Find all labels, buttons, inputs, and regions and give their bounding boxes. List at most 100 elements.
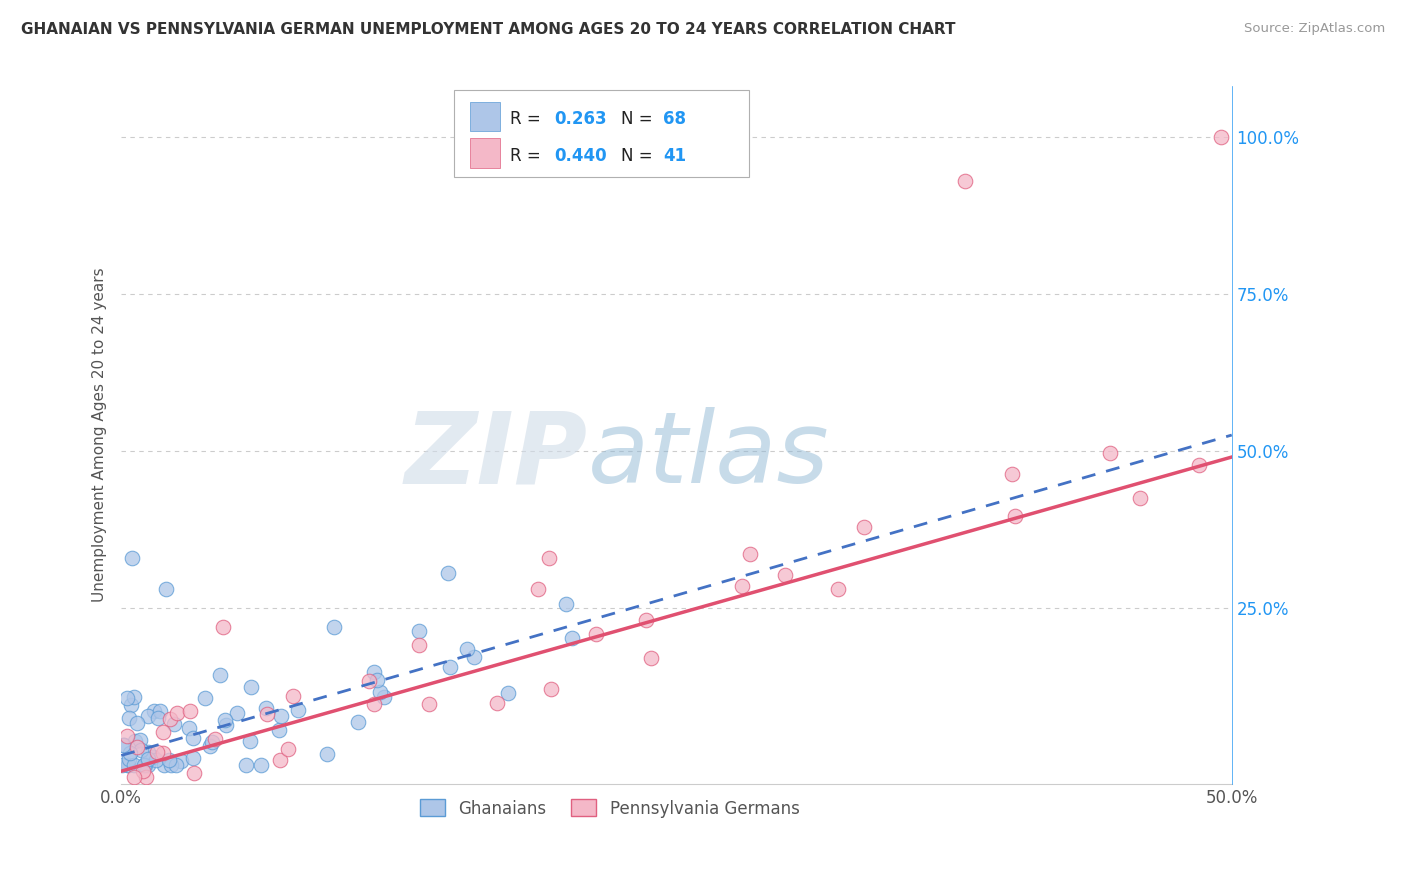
Point bbox=[827, 582, 849, 596]
Point bbox=[437, 566, 460, 581]
Point bbox=[853, 520, 876, 534]
Point bbox=[269, 753, 291, 767]
Point bbox=[256, 707, 278, 722]
Text: 68: 68 bbox=[664, 110, 686, 128]
Point bbox=[129, 732, 152, 747]
Point bbox=[152, 746, 174, 760]
Point bbox=[1209, 129, 1232, 144]
Point bbox=[117, 757, 139, 772]
Legend: Ghanaians, Pennsylvania Germans: Ghanaians, Pennsylvania Germans bbox=[413, 793, 807, 824]
Text: GHANAIAN VS PENNSYLVANIA GERMAN UNEMPLOYMENT AMONG AGES 20 TO 24 YEARS CORRELATI: GHANAIAN VS PENNSYLVANIA GERMAN UNEMPLOY… bbox=[21, 22, 956, 37]
Point bbox=[537, 551, 560, 566]
Point bbox=[283, 689, 305, 703]
Point bbox=[149, 704, 172, 718]
Point bbox=[152, 725, 174, 739]
Text: ZIP: ZIP bbox=[405, 408, 588, 505]
Point bbox=[456, 642, 478, 657]
Point bbox=[346, 714, 368, 729]
Point bbox=[1129, 491, 1152, 505]
Point bbox=[118, 711, 141, 725]
Point bbox=[166, 706, 188, 720]
Point bbox=[122, 690, 145, 704]
Point bbox=[136, 757, 159, 772]
Point bbox=[498, 686, 520, 700]
Point bbox=[485, 696, 508, 710]
Point bbox=[163, 717, 186, 731]
Point bbox=[540, 682, 562, 697]
Point bbox=[561, 632, 583, 646]
Point bbox=[120, 698, 142, 712]
Point bbox=[1004, 509, 1026, 524]
Point bbox=[122, 757, 145, 772]
Point bbox=[153, 757, 176, 772]
Point bbox=[439, 660, 461, 674]
Point bbox=[204, 731, 226, 746]
Text: 0.440: 0.440 bbox=[554, 147, 607, 165]
Point bbox=[316, 747, 339, 761]
Point bbox=[408, 624, 430, 639]
Point bbox=[373, 690, 395, 705]
Point bbox=[166, 757, 188, 772]
Text: 41: 41 bbox=[664, 147, 686, 165]
Point bbox=[270, 709, 292, 723]
Text: N =: N = bbox=[621, 110, 658, 128]
Point bbox=[134, 757, 156, 772]
Point bbox=[1187, 458, 1209, 473]
FancyBboxPatch shape bbox=[454, 90, 748, 177]
Point bbox=[240, 680, 263, 694]
Point bbox=[740, 547, 762, 561]
Point bbox=[179, 704, 201, 718]
Point bbox=[239, 734, 262, 748]
Point bbox=[142, 749, 165, 764]
Point bbox=[363, 697, 385, 711]
Point bbox=[323, 620, 346, 634]
Point bbox=[183, 766, 205, 780]
Text: Source: ZipAtlas.com: Source: ZipAtlas.com bbox=[1244, 22, 1385, 36]
Point bbox=[249, 757, 271, 772]
Point bbox=[117, 757, 139, 772]
FancyBboxPatch shape bbox=[470, 138, 501, 168]
Point bbox=[131, 742, 153, 756]
Point bbox=[418, 697, 440, 711]
Point bbox=[1000, 467, 1022, 481]
Point bbox=[157, 753, 180, 767]
Point bbox=[215, 718, 238, 732]
Point bbox=[148, 710, 170, 724]
Point bbox=[363, 665, 385, 679]
Text: R =: R = bbox=[510, 147, 546, 165]
Point bbox=[120, 746, 142, 760]
Point bbox=[118, 752, 141, 766]
Point bbox=[125, 740, 148, 755]
Point bbox=[226, 706, 249, 721]
Point bbox=[254, 701, 277, 715]
Point bbox=[146, 745, 169, 759]
Point bbox=[111, 757, 134, 772]
Point bbox=[142, 704, 165, 718]
Point bbox=[135, 771, 157, 785]
Point bbox=[112, 738, 135, 752]
Point bbox=[145, 753, 167, 767]
Text: atlas: atlas bbox=[588, 408, 830, 505]
Point bbox=[277, 742, 299, 756]
Point bbox=[198, 739, 221, 753]
Text: N =: N = bbox=[621, 147, 658, 165]
Point bbox=[955, 173, 977, 187]
Point bbox=[287, 703, 309, 717]
Point bbox=[131, 764, 153, 779]
Point bbox=[136, 752, 159, 766]
Point bbox=[640, 651, 662, 665]
Point bbox=[138, 745, 160, 759]
Point bbox=[208, 668, 231, 682]
Point bbox=[159, 712, 181, 726]
Point bbox=[160, 757, 183, 772]
Point bbox=[555, 598, 578, 612]
Text: 0.263: 0.263 bbox=[554, 110, 607, 128]
Point bbox=[731, 578, 754, 592]
Point bbox=[183, 731, 205, 745]
Point bbox=[527, 582, 550, 596]
Point bbox=[177, 722, 200, 736]
Point bbox=[408, 638, 430, 652]
Point bbox=[585, 627, 607, 641]
Point bbox=[194, 691, 217, 706]
Point bbox=[127, 716, 149, 731]
